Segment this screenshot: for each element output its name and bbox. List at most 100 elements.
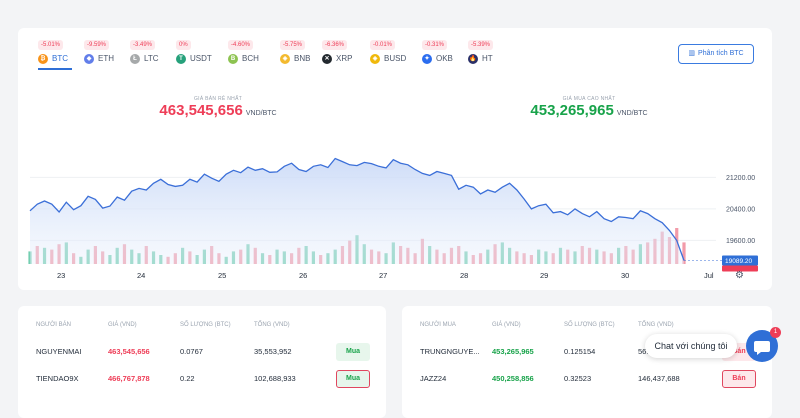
cell-amount: 0.125154 — [564, 347, 596, 356]
analysis-button-label: Phân tích BTC — [698, 50, 744, 57]
price-chart[interactable]: 19600.00 20400.00 21200.00 19089.20 23 24 25 26… — [18, 28, 772, 290]
cell-amount: 0.0767 — [180, 347, 203, 356]
column-header: GIÁ (VND) — [108, 322, 137, 328]
cell-name: TRUNGNGUYE... — [420, 347, 480, 356]
chart-icon: ▥ — [688, 50, 696, 57]
coin-tab-okb[interactable]: -0.31% ✦ OKB — [422, 38, 476, 68]
chat-badge: 1 — [770, 327, 781, 338]
cell-name: NGUYENMAI — [36, 347, 82, 356]
x-tick-label: 25 — [218, 271, 226, 280]
sell-button[interactable]: Bán — [722, 370, 756, 388]
xrp-icon: ✕ — [322, 54, 332, 64]
btc-icon: ₿ — [38, 54, 48, 64]
y-tick-label: 21200.00 — [726, 175, 755, 182]
coin-change: -0.01% — [370, 40, 396, 50]
buy-button[interactable]: Mua — [336, 343, 370, 361]
cell-price: 463,545,656 — [108, 347, 150, 356]
coin-tab-busd[interactable]: -0.01% ◈ BUSD — [370, 38, 424, 68]
coin-tab-usdt[interactable]: 0% T USDT — [176, 38, 230, 68]
table-row: TIENDAO9X 466,767,878 0.22 102,688,933 Mua — [18, 367, 386, 391]
sell-price-unit: VND/BTC — [245, 110, 277, 117]
cell-total: 56... — [638, 347, 653, 356]
coin-symbol: BNB — [294, 54, 311, 63]
coin-symbol: BUSD — [384, 54, 407, 63]
buy-button[interactable]: Mua — [336, 370, 370, 388]
volume-bar — [28, 251, 32, 264]
price-change-tag — [722, 265, 758, 272]
coin-change: -3.49% — [130, 40, 156, 50]
cell-total: 146,437,688 — [638, 374, 680, 383]
cell-total: 35,553,952 — [254, 347, 292, 356]
coin-change: -5.75% — [280, 40, 306, 50]
y-tick-label: 19600.00 — [726, 238, 755, 245]
coin-symbol: USDT — [190, 54, 212, 63]
coin-symbol: BTC — [52, 54, 68, 63]
x-tick-label: 26 — [299, 271, 307, 280]
column-header: NGƯỜI MUA — [420, 322, 456, 328]
chat-icon — [754, 341, 770, 355]
cell-total: 102,688,933 — [254, 374, 296, 383]
coin-change: -9.59% — [84, 40, 110, 50]
chat-button[interactable]: 1 — [746, 327, 781, 362]
coin-tab-btc[interactable]: -5.01% ₿ BTC — [38, 38, 92, 70]
cell-name: TIENDAO9X — [36, 374, 79, 383]
bch-icon: B — [228, 54, 238, 64]
table-row: NGUYENMAI 463,545,656 0.0767 35,553,952 Mua — [18, 340, 386, 364]
cell-price: 450,258,856 — [492, 374, 534, 383]
chat-label[interactable]: Chat với chúng tôi — [645, 334, 737, 358]
eth-icon: ◆ — [84, 54, 94, 64]
gear-icon[interactable]: ⚙ — [735, 270, 744, 281]
column-header: GIÁ (VND) — [492, 322, 521, 328]
cell-price: 466,767,878 — [108, 374, 150, 383]
coin-symbol: BCH — [242, 54, 259, 63]
coin-change: -5.01% — [38, 40, 64, 50]
last-price-tag — [722, 255, 758, 266]
highest-buy-price: GIÁ MUA CAO NHẤT 453,265,965 VND/BTC — [514, 96, 664, 119]
table-row: JAZZ24 450,258,856 0.32523 146,437,688 Bán — [402, 367, 772, 391]
analysis-button[interactable]: ▥ Phân tích BTC — [678, 44, 754, 64]
x-tick-label: 28 — [460, 271, 468, 280]
coin-symbol: HT — [482, 54, 493, 63]
x-tick-label: 30 — [621, 271, 629, 280]
sellers-table: NGƯỜI BÁN GIÁ (VND) SỐ LƯỢNG (BTC) TỔNG (VN… — [18, 306, 386, 418]
cell-amount: 0.32523 — [564, 374, 592, 383]
coin-symbol: LTC — [144, 54, 159, 63]
coin-change: 0% — [176, 40, 191, 50]
last-price-label: 19089.20 — [725, 258, 752, 265]
coin-symbol: XRP — [336, 54, 353, 63]
buy-price-label: GIÁ MUA CAO NHẤT — [562, 96, 616, 102]
y-tick-label: 20400.00 — [726, 206, 755, 213]
coin-symbol: ETH — [98, 54, 114, 63]
coin-tab-ltc[interactable]: -3.49% Ł LTC — [130, 38, 184, 68]
coin-change: -0.31% — [422, 40, 448, 50]
lowest-sell-price: GIÁ BÁN RẺ NHẤT 463,545,656 VND/BTC — [148, 96, 288, 119]
column-header: TỔNG (VND) — [254, 322, 290, 328]
okb-icon: ✦ — [422, 54, 432, 64]
price-line — [29, 157, 685, 261]
buy-price-unit: VND/BTC — [616, 110, 648, 117]
column-header: TỔNG (VND) — [638, 322, 674, 328]
x-tick-label: 27 — [379, 271, 387, 280]
coin-tab-ht[interactable]: -5.39% 🔥 HT — [468, 38, 522, 68]
coin-tab-eth[interactable]: -9.59% ◆ ETH — [84, 38, 138, 68]
sell-price-label: GIÁ BÁN RẺ NHẤT — [193, 96, 243, 102]
coin-change: -6.36% — [322, 40, 348, 50]
ht-icon: 🔥 — [468, 54, 478, 64]
coin-tab-xrp[interactable]: -6.36% ✕ XRP — [322, 38, 376, 68]
coin-change: -5.39% — [468, 40, 494, 50]
volume-bar — [682, 242, 686, 264]
usdt-icon: T — [176, 54, 186, 64]
coin-symbol: OKB — [436, 54, 453, 63]
x-tick-label: 23 — [57, 271, 65, 280]
coin-tab-bch[interactable]: -4.60% B BCH — [228, 38, 282, 68]
coin-tabs: -5.01% ₿ BTC -9.59% ◆ ETH -3.49% Ł LTC 0% T USDT -4.… — [18, 38, 618, 70]
coin-tab-bnb[interactable]: -5.75% ◈ BNB — [280, 38, 334, 68]
x-tick-label: Jul — [704, 271, 714, 280]
ltc-icon: Ł — [130, 54, 140, 64]
x-tick-label: 24 — [137, 271, 145, 280]
column-header: SỐ LƯỢNG (BTC) — [180, 322, 231, 328]
price-area — [30, 158, 684, 264]
coin-change: -4.60% — [228, 40, 254, 50]
cell-name: JAZZ24 — [420, 374, 447, 383]
bnb-icon: ◈ — [280, 54, 290, 64]
